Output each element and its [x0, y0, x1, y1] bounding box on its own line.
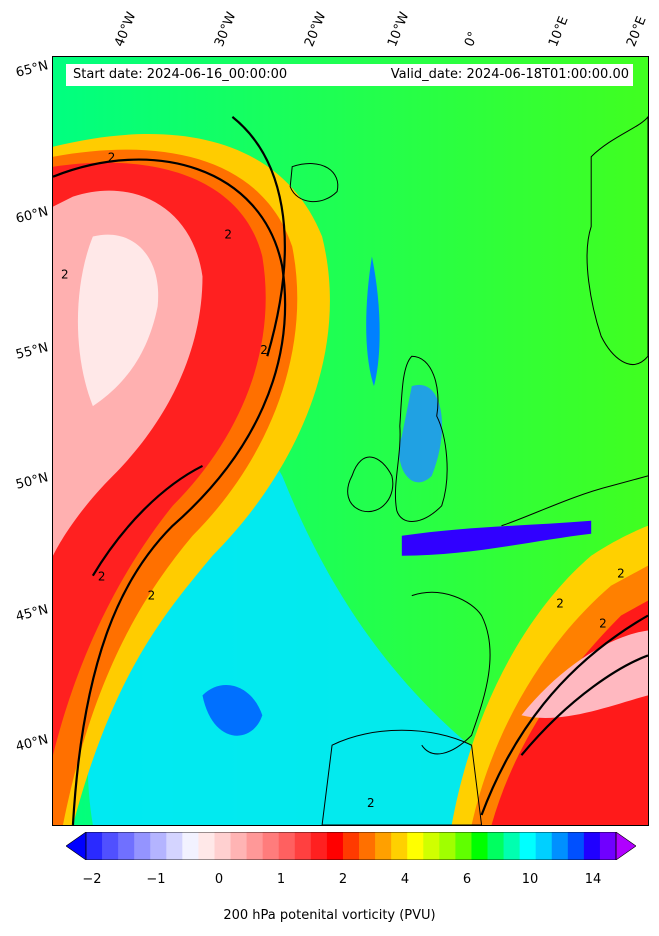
colorbar-segment	[567, 832, 585, 860]
pv-contour	[53, 158, 287, 825]
contour-label: 2	[599, 617, 607, 631]
lat-label: 65°N	[14, 58, 50, 81]
coastline	[289, 163, 339, 203]
colorbar-segment	[294, 832, 312, 860]
lon-label: 20°E	[624, 14, 650, 49]
colorbar-segment	[118, 832, 135, 860]
contour-label: 2	[260, 343, 268, 357]
contour-label: 2	[367, 796, 375, 810]
colorbar-segment	[487, 832, 505, 860]
coastline	[586, 115, 648, 365]
colorbar-segment	[359, 832, 376, 860]
colorbar-segment	[182, 832, 199, 860]
start-date-text: Start date: 2024-06-16_00:00:00	[73, 67, 288, 82]
colorbar-segment	[455, 832, 472, 860]
valid-date-text: Valid_date: 2024-06-18T01:00:00.00	[390, 67, 629, 82]
colorbar-segment	[551, 832, 569, 860]
pv-low-core	[202, 684, 263, 736]
contour-label: 2	[98, 570, 106, 584]
contour-label: 2	[617, 567, 625, 581]
lat-label: 45°N	[14, 602, 50, 625]
colorbar-segment	[583, 832, 601, 860]
colorbar-segment	[599, 832, 617, 860]
colorbar-segment	[375, 832, 392, 860]
colorbar-segment	[407, 832, 424, 860]
coastline	[321, 729, 483, 825]
colorbar-over-arrow	[615, 832, 636, 860]
colorbar-segment	[519, 832, 537, 860]
colorbar-segment	[198, 832, 215, 860]
colorbar-segment	[150, 832, 167, 860]
lon-label: 20°W	[302, 10, 330, 49]
colorbar-segment	[423, 832, 440, 860]
pv-contour	[480, 614, 648, 816]
lat-label: 55°N	[14, 340, 50, 363]
colorbar-tick: 10	[521, 872, 539, 887]
colorbar-segment	[246, 832, 264, 860]
colorbar-segment	[134, 832, 151, 860]
pv-contour	[520, 654, 648, 756]
lat-label: 40°N	[14, 732, 50, 755]
colorbar-segment	[278, 832, 296, 860]
pv-se-pink	[521, 630, 648, 719]
coastline	[411, 591, 491, 755]
contour-label: 2	[224, 228, 232, 242]
coastline	[347, 456, 394, 513]
map-panel: 2 2 2 2 2 2 2 2 2 2	[52, 56, 649, 826]
contour-label: 2	[148, 589, 156, 603]
colorbar-tick: 0	[214, 872, 224, 887]
colorbar-segment	[214, 832, 232, 860]
colorbar-tick: −1	[146, 872, 166, 887]
colorbar-tick: 2	[338, 872, 348, 887]
colorbar-label: 200 hPa potenital vorticity (PVU)	[223, 908, 436, 923]
lon-label: 30°W	[212, 10, 240, 49]
contour-label: 2	[108, 151, 116, 165]
pv-contour	[91, 464, 203, 577]
colorbar-segment	[535, 832, 553, 860]
coastline	[394, 355, 448, 522]
colorbar-segment	[439, 832, 456, 860]
colorbar-segment	[342, 832, 360, 860]
colorbar-tick: −2	[82, 872, 102, 887]
lon-label: 40°W	[112, 10, 140, 49]
lon-label: 0°	[462, 29, 482, 49]
colorbar-segment	[391, 832, 408, 860]
colorbar-segment	[86, 832, 103, 860]
contour-label: 2	[556, 597, 564, 611]
lon-label: 10°W	[385, 10, 413, 49]
colorbar-tick: 6	[462, 872, 472, 887]
colorbar-outline	[85, 832, 617, 860]
colorbar-tick: 14	[584, 872, 602, 887]
coastline	[501, 475, 648, 527]
lat-label: 50°N	[14, 470, 50, 493]
pv-cyan-patch	[399, 384, 443, 483]
pv-low-core-2	[366, 256, 380, 387]
colorbar-under-arrow	[66, 832, 87, 860]
date-header: Start date: 2024-06-16_00:00:00 Valid_da…	[66, 64, 633, 86]
pv-field-map: 2 2 2 2 2 2 2 2 2 2	[53, 57, 648, 825]
colorbar-tick: 1	[276, 872, 286, 887]
pv-low-core-3	[401, 520, 592, 556]
colorbar-segment	[102, 832, 119, 860]
colorbar	[66, 832, 636, 860]
contour-label: 2	[61, 267, 69, 281]
colorbar-segment	[471, 832, 489, 860]
colorbar-segment	[262, 832, 280, 860]
colorbar-segment	[326, 832, 344, 860]
colorbar-segment	[310, 832, 328, 860]
lat-label: 60°N	[14, 204, 50, 227]
colorbar-segment	[166, 832, 183, 860]
pv-white-core	[77, 234, 159, 407]
lon-label: 10°E	[546, 14, 572, 49]
pv-contour	[231, 115, 286, 357]
colorbar-segment	[230, 832, 248, 860]
colorbar-segment	[503, 832, 521, 860]
colorbar-tick: 4	[400, 872, 410, 887]
